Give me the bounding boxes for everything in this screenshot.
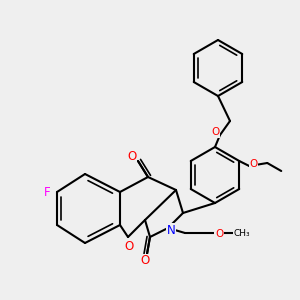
Text: F: F (44, 185, 50, 199)
Text: O: O (211, 127, 219, 137)
Text: O: O (128, 149, 136, 163)
Text: O: O (140, 254, 150, 268)
Text: O: O (215, 229, 223, 239)
Text: O: O (249, 159, 257, 169)
Text: O: O (124, 239, 134, 253)
Text: CH₃: CH₃ (234, 229, 250, 238)
Text: N: N (167, 224, 176, 236)
